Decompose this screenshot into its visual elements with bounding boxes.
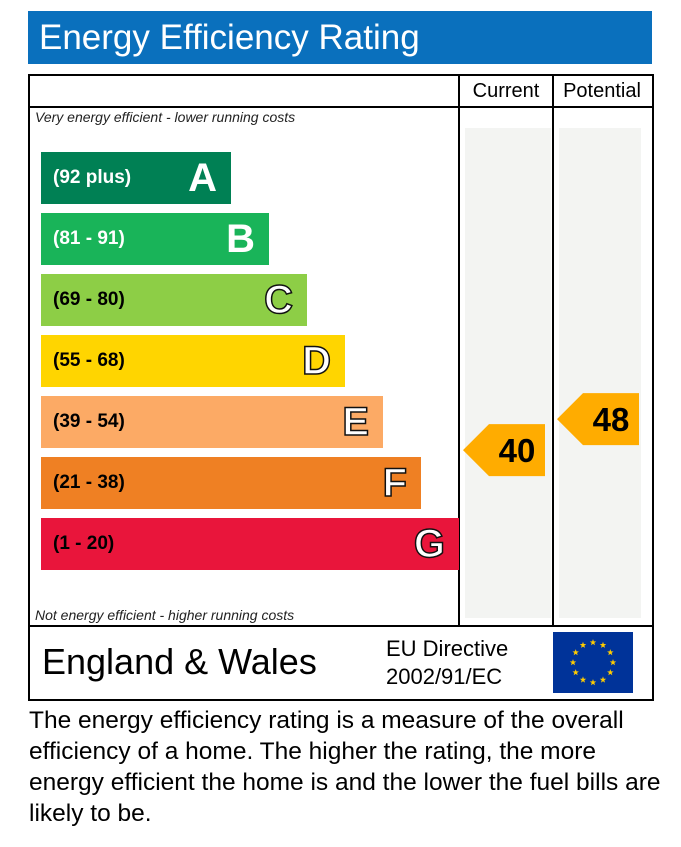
band-b: (81 - 91) B [41, 213, 269, 265]
band-f: (21 - 38) F [41, 457, 421, 509]
divider-current [458, 76, 460, 626]
current-rating-marker-value: 40 [499, 432, 536, 469]
eu-flag-stars [569, 639, 617, 686]
chart-title: Energy Efficiency Rating [39, 18, 420, 57]
eu-star-icon [572, 669, 579, 676]
current-rating-marker: 40 [463, 424, 545, 477]
rating-table [28, 74, 654, 701]
eu-star-icon [589, 679, 597, 686]
band-letter: E [342, 399, 370, 445]
potential-column-bg [559, 128, 641, 618]
band-c: (69 - 80) C [41, 274, 307, 326]
potential-rating-marker: 48 [557, 393, 639, 446]
band-letter: G [413, 521, 446, 567]
bottom-note: Not energy efficient - higher running co… [35, 607, 295, 623]
potential-column-header: Potential [563, 80, 641, 102]
band-letter: F [382, 460, 408, 506]
header-divider [30, 106, 652, 108]
band-range-label: (1 - 20) [53, 533, 115, 554]
current-rating-marker-arrow [463, 424, 545, 477]
directive-line-2: 2002/91/EC [386, 664, 503, 689]
eu-star-icon [579, 676, 587, 683]
potential-rating-marker-arrow [557, 393, 639, 446]
eu-directive: EU Directive 2002/91/EC [386, 635, 508, 691]
eu-flag-icon [553, 632, 633, 693]
eu-star-icon [579, 641, 587, 648]
caption-text: The energy efficiency rating is a measur… [29, 707, 661, 827]
eu-star-icon [599, 641, 607, 648]
eu-star-icon [572, 649, 579, 656]
band-letter: A [188, 156, 217, 200]
eu-star-icon [599, 676, 607, 683]
band-letter: B [226, 217, 255, 261]
eu-star-icon [609, 659, 617, 666]
eu-star-icon [607, 649, 614, 656]
potential-rating-marker-value: 48 [593, 401, 630, 438]
band-range-label: (81 - 91) [53, 228, 125, 249]
region-label: England & Wales [42, 641, 317, 682]
divider-potential [552, 76, 554, 626]
top-note: Very energy efficient - lower running co… [35, 109, 296, 125]
footer-divider [30, 625, 652, 627]
band-range-label: (69 - 80) [53, 289, 125, 310]
band-range-label: (55 - 68) [53, 350, 125, 371]
band-g: (1 - 20) G [41, 518, 459, 570]
band-range-label: (21 - 38) [53, 472, 125, 493]
eu-star-icon [589, 639, 597, 646]
band-d: (55 - 68) D [41, 335, 345, 387]
current-column-bg [465, 128, 551, 618]
eu-star-icon [569, 659, 577, 666]
directive-line-1: EU Directive [386, 636, 509, 661]
band-a: (92 plus) A [41, 152, 231, 204]
band-letter: C [263, 277, 293, 323]
eu-star-icon [607, 669, 614, 676]
current-column-header: Current [472, 80, 540, 102]
band-letter: D [301, 338, 331, 384]
band-range-label: (39 - 54) [53, 411, 125, 432]
band-e: (39 - 54) E [41, 396, 383, 448]
band-range-label: (92 plus) [53, 167, 132, 188]
title-bar: Energy Efficiency Rating [28, 11, 652, 64]
